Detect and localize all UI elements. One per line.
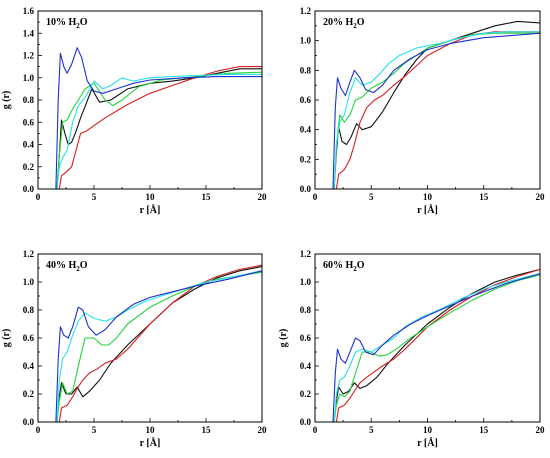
panel-title-tail: O <box>357 260 365 271</box>
x-axis-label: r [Å] <box>140 437 161 449</box>
y-tick-label: 1.2 <box>23 249 35 259</box>
y-tick-label: 0.0 <box>23 417 35 427</box>
x-axis-label: r [Å] <box>417 204 438 216</box>
x-axis-label: r [Å] <box>417 437 438 449</box>
x-tick-label: 15 <box>202 192 212 202</box>
plot-frame <box>314 253 541 423</box>
panel-title-main: 60% H <box>323 260 354 271</box>
series-line-cyan <box>315 31 540 190</box>
y-tick-label: 0.0 <box>23 184 35 194</box>
x-axis-label: r [Å] <box>140 204 161 216</box>
x-tick-label: 5 <box>92 192 97 202</box>
panel-title-tail: O <box>80 260 88 271</box>
y-tick-label: 1.0 <box>300 277 312 287</box>
y-tick-label: 0.2 <box>23 389 35 399</box>
x-tick-label: 20 <box>536 192 546 202</box>
y-axis-label: g (r) <box>1 329 12 348</box>
series-line-cyan <box>315 273 541 423</box>
series-line-green <box>38 271 263 423</box>
series-line-cyan <box>38 73 262 190</box>
y-tick-label: 0.4 <box>23 140 35 150</box>
y-tick-label: 0.6 <box>23 117 35 127</box>
series-line-blue <box>38 270 263 423</box>
x-tick-label: 5 <box>369 425 374 435</box>
panel-title-subscript: 2 <box>76 22 80 30</box>
panel-title-main: 10% H <box>46 17 77 28</box>
panel-title: 60% H2O <box>323 260 365 273</box>
x-tick-label: 10 <box>146 425 156 435</box>
x-tick-label: 15 <box>479 192 489 202</box>
x-tick-label: 0 <box>313 192 318 202</box>
panel-2: 0 5 10 15 20 0.0 0.2 0.4 0.6 0.8 1.0 1.2 r [Å] 20% H2… <box>300 6 545 216</box>
panel-title-tail: O <box>357 17 365 28</box>
series-line-blue <box>315 32 541 190</box>
y-tick-label: 1.2 <box>23 51 35 61</box>
panel-title: 20% H2O <box>323 17 365 30</box>
x-tick-label: 10 <box>423 192 433 202</box>
series-line-green <box>315 274 541 423</box>
y-tick-label: 0.6 <box>23 333 35 343</box>
series-line-green <box>38 71 263 190</box>
y-tick-label: 1.2 <box>300 6 312 16</box>
x-tick-label: 5 <box>369 192 374 202</box>
x-tick-label: 15 <box>479 425 489 435</box>
y-axis-label: g (r) <box>1 91 12 110</box>
x-tick-label: 0 <box>36 192 41 202</box>
y-tick-label: 1.4 <box>23 28 35 38</box>
y-tick-label: 0.6 <box>300 333 312 343</box>
panel-title-subscript: 2 <box>76 265 80 273</box>
plot-frame <box>37 10 263 190</box>
x-tick-label: 5 <box>92 425 97 435</box>
panel-1: 0 5 10 15 20 0.0 0.2 0.4 0.6 0.8 1.0 1.2 1.4 1.6 r [Å]… <box>1 6 267 216</box>
panel-3: 0 5 10 15 20 0.0 0.2 0.4 0.6 0.8 1.0 1.2 r [Å] g (r) 4… <box>1 249 267 449</box>
y-tick-label: 0.0 <box>300 184 312 194</box>
y-tick-label: 1.0 <box>23 277 35 287</box>
panel-title-tail: O <box>80 17 88 28</box>
panel-title-subscript: 2 <box>353 22 357 30</box>
series-line-red <box>38 264 263 423</box>
panel-title: 40% H2O <box>46 260 88 273</box>
series-line-red <box>315 31 540 190</box>
series-line-blue <box>315 273 541 423</box>
series-line-black <box>315 268 541 423</box>
y-tick-label: 0.8 <box>300 305 312 315</box>
panel-title: 10% H2O <box>46 17 88 30</box>
panel-title-subscript: 2 <box>353 265 357 273</box>
y-tick-label: 1.0 <box>23 73 35 83</box>
x-tick-label: 10 <box>423 425 433 435</box>
x-tick-label: 20 <box>258 192 268 202</box>
panel-title-main: 40% H <box>46 260 77 271</box>
y-tick-label: 0.4 <box>300 361 312 371</box>
series-line-blue <box>38 47 262 190</box>
y-tick-label: 0.4 <box>300 125 312 135</box>
x-tick-label: 20 <box>258 425 268 435</box>
panel-title-main: 20% H <box>323 17 354 28</box>
y-tick-label: 0.8 <box>300 65 312 75</box>
x-tick-label: 20 <box>536 425 546 435</box>
y-tick-label: 0.8 <box>23 95 35 105</box>
x-tick-label: 15 <box>202 425 212 435</box>
x-tick-label: 0 <box>313 425 318 435</box>
series-line-red <box>315 268 541 423</box>
y-tick-label: 0.4 <box>23 361 35 371</box>
y-tick-label: 0.8 <box>23 305 35 315</box>
x-tick-label: 0 <box>36 425 41 435</box>
panel-4: 0 5 10 15 20 0.0 0.2 0.4 0.6 0.8 1.0 1.2 r [Å] g (r) 6… <box>278 249 545 449</box>
series-line-black <box>315 20 541 190</box>
y-tick-label: 1.6 <box>23 6 35 16</box>
y-tick-label: 0.2 <box>23 162 35 172</box>
y-tick-label: 1.2 <box>300 249 312 259</box>
y-tick-label: 0.2 <box>300 154 312 164</box>
y-tick-label: 0.0 <box>300 417 312 427</box>
y-axis-label: g (r) <box>278 329 289 348</box>
x-tick-label: 10 <box>146 192 156 202</box>
series-line-green <box>315 32 540 190</box>
y-tick-label: 0.2 <box>300 389 312 399</box>
y-tick-label: 1.0 <box>300 36 312 46</box>
y-tick-label: 0.6 <box>300 95 312 105</box>
series-line-black <box>38 266 263 423</box>
